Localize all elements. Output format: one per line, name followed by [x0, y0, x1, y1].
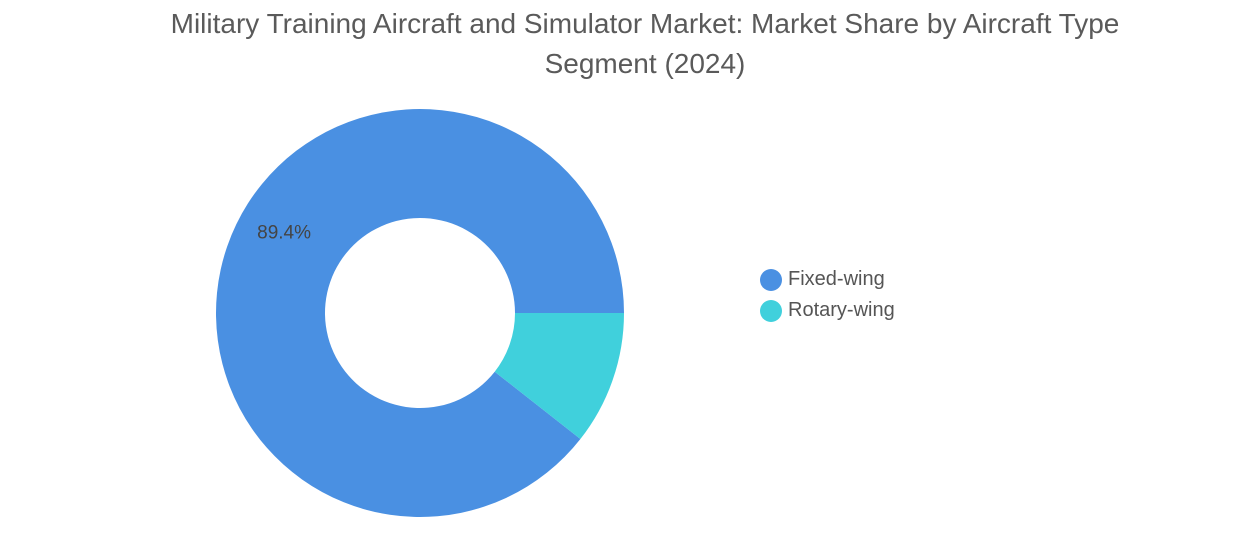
- data-label-fixed-wing: 89.4%: [257, 222, 311, 243]
- slice-fixed-wing[interactable]: [216, 109, 624, 518]
- chart-title: Military Training Aircraft and Simulator…: [0, 4, 1237, 84]
- legend-swatch-rotary-wing: [760, 299, 782, 322]
- legend-item-rotary-wing[interactable]: Rotary-wing: [760, 295, 895, 326]
- slice-rotary-wing[interactable]: [494, 313, 624, 440]
- legend-label-rotary-wing: Rotary-wing: [788, 299, 895, 321]
- legend-item-fixed-wing[interactable]: Fixed-wing: [760, 264, 895, 295]
- chart-title-line-2: Segment (2024): [544, 48, 746, 79]
- chart-title-line-1: Military Training Aircraft and Simulator…: [170, 8, 1120, 39]
- legend-label-fixed-wing: Fixed-wing: [788, 268, 885, 290]
- chart-legend: Fixed-wing Rotary-wing: [760, 264, 895, 326]
- legend-swatch-fixed-wing: [760, 268, 782, 291]
